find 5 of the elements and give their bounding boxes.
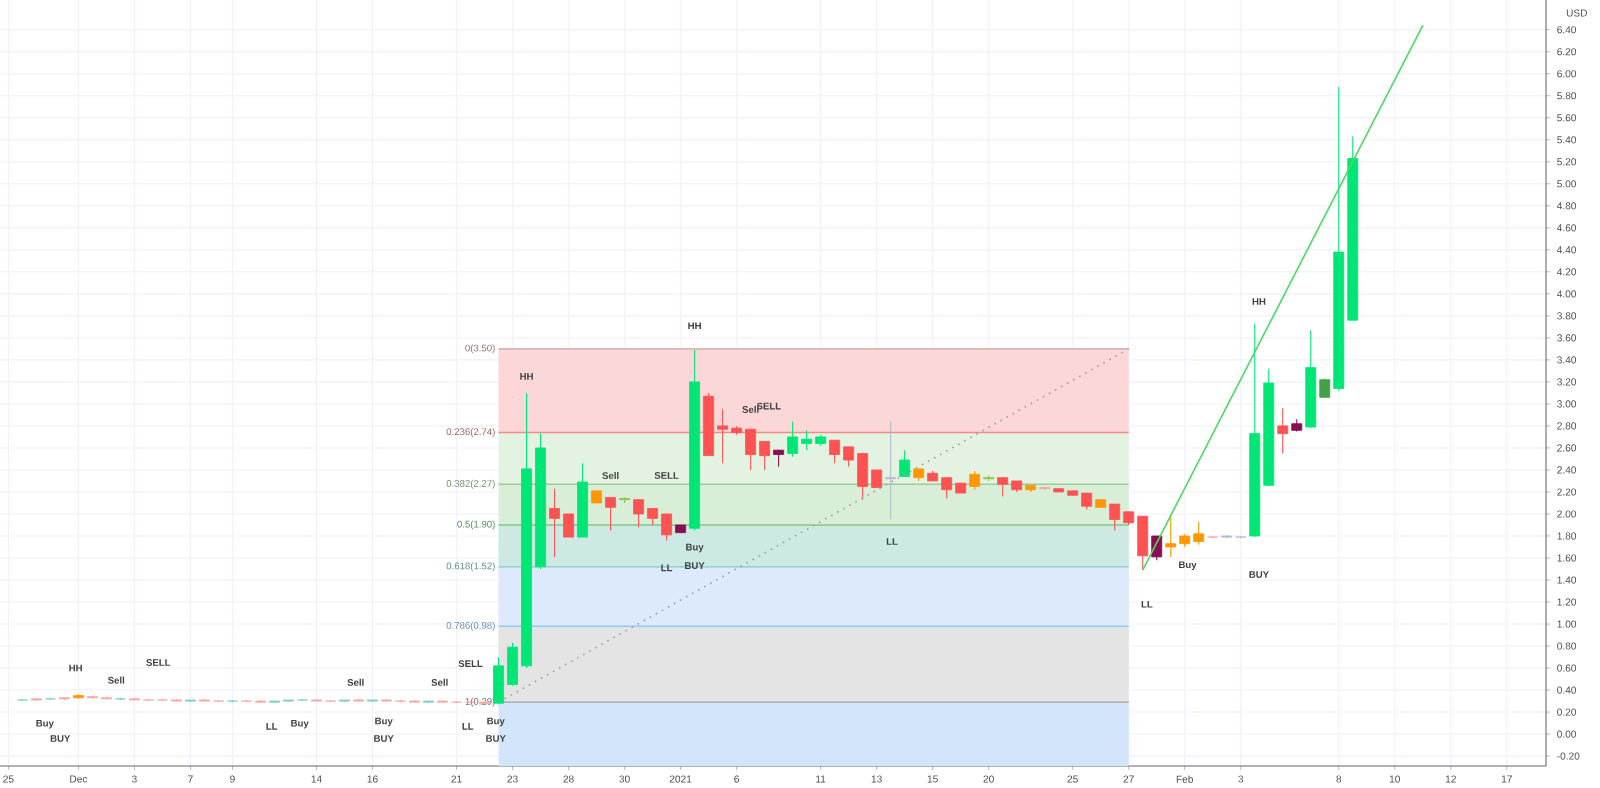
candlestick — [969, 470, 981, 491]
candlestick — [1277, 407, 1289, 454]
candlestick — [885, 420, 897, 520]
candlestick — [899, 449, 911, 478]
candlestick — [605, 496, 616, 532]
